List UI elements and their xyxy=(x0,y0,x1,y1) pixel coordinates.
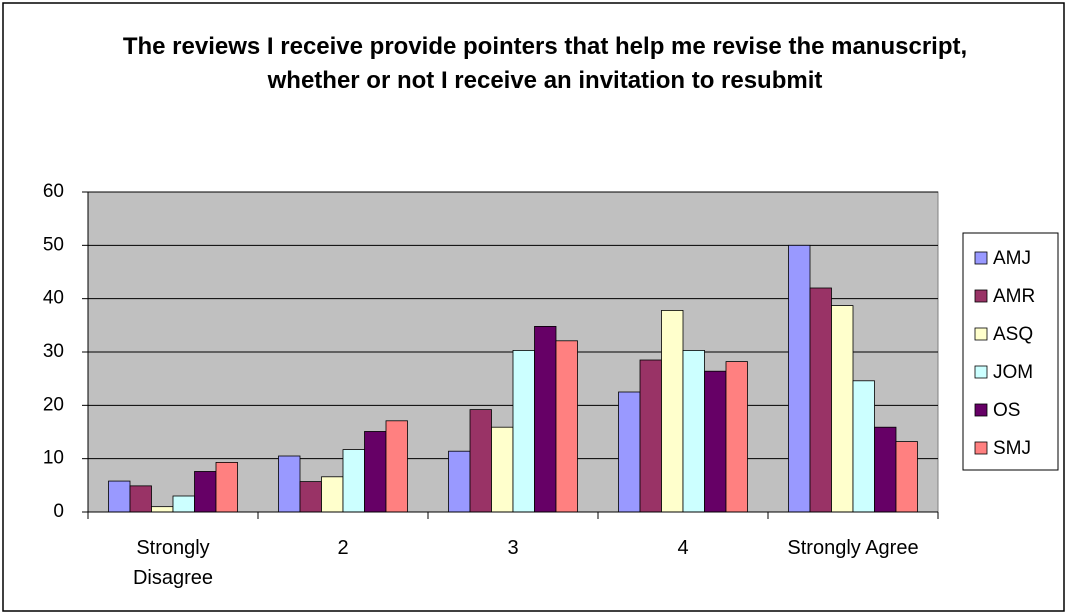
bar xyxy=(172,495,195,513)
bar xyxy=(682,349,705,513)
legend-label: OS xyxy=(993,400,1020,421)
bar xyxy=(194,471,217,513)
bar xyxy=(895,441,918,513)
bar xyxy=(108,480,131,513)
legend-swatch xyxy=(974,327,988,341)
x-tick-label: 4 xyxy=(677,537,689,559)
bar xyxy=(299,481,322,513)
legend-label: AMJ xyxy=(993,248,1031,269)
bar xyxy=(661,309,684,513)
bar xyxy=(618,391,641,513)
legend-swatch xyxy=(974,403,988,417)
bar xyxy=(469,409,492,513)
bar xyxy=(809,287,832,513)
bar xyxy=(151,506,174,513)
legend xyxy=(962,232,1059,471)
legend-label: ASQ xyxy=(993,324,1033,345)
x-tick-label: 2 xyxy=(337,537,349,559)
bar xyxy=(512,349,535,513)
y-tick-label: 30 xyxy=(43,341,64,362)
bar xyxy=(364,431,387,513)
bar xyxy=(725,361,748,513)
bar xyxy=(639,359,662,513)
x-tick-label: Strongly Disagree xyxy=(132,537,214,589)
bar xyxy=(129,485,152,513)
legend-swatch xyxy=(974,289,988,303)
bar xyxy=(852,380,875,513)
y-tick-label: 10 xyxy=(43,448,64,469)
legend-swatch xyxy=(974,441,988,455)
bar xyxy=(534,325,557,513)
bar xyxy=(788,244,811,513)
bar xyxy=(215,461,238,513)
y-tick-label: 40 xyxy=(43,288,64,309)
x-tick-label: 3 xyxy=(507,537,519,559)
y-tick-label: 50 xyxy=(43,234,64,255)
y-tick-label: 20 xyxy=(43,394,64,415)
bar xyxy=(385,420,408,513)
legend-swatch xyxy=(974,365,988,379)
bar xyxy=(874,426,897,513)
bar xyxy=(491,426,514,513)
legend-label: AMR xyxy=(993,286,1035,307)
y-tick-label: 60 xyxy=(43,181,64,202)
bar xyxy=(704,370,727,513)
bar xyxy=(831,305,854,513)
bar xyxy=(342,449,365,513)
legend-swatch xyxy=(974,251,988,265)
y-tick-label: 0 xyxy=(53,501,64,522)
x-tick-label: Strongly Agree xyxy=(787,537,919,559)
bar xyxy=(321,476,344,513)
legend-label: SMJ xyxy=(993,438,1031,459)
legend-label: JOM xyxy=(993,362,1033,383)
chart-title: The reviews I receive provide pointers t… xyxy=(122,33,968,94)
bar xyxy=(555,340,578,513)
bar xyxy=(448,450,471,513)
bar xyxy=(278,455,301,513)
